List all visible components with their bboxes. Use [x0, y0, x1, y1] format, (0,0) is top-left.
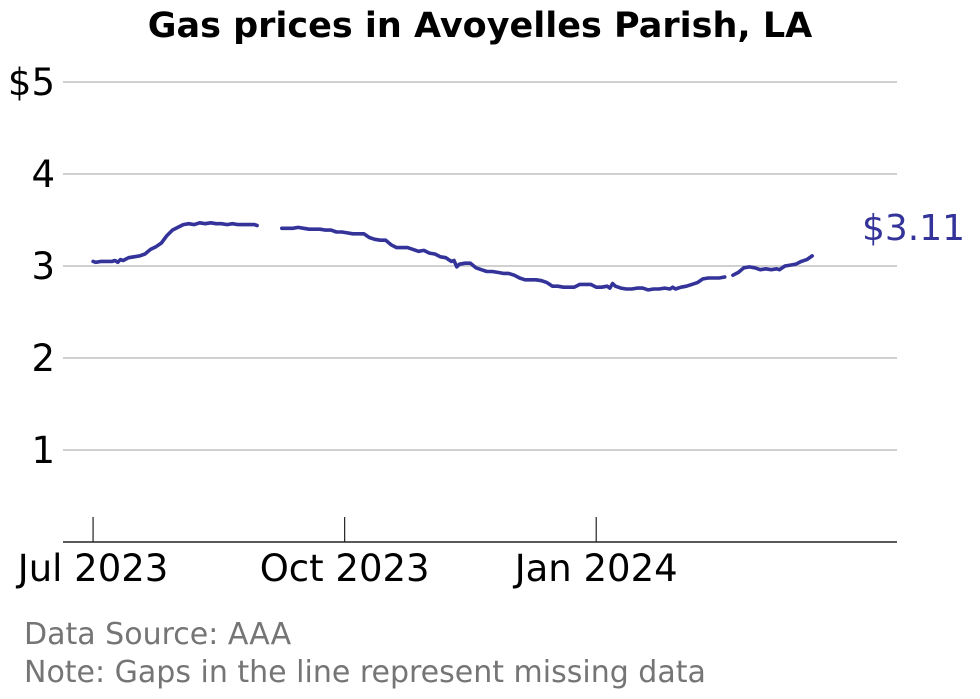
series-segment-1 [280, 225, 727, 292]
y-tick-labels: 1 2 3 4 $5 [8, 61, 55, 472]
series-segment-2 [731, 254, 814, 277]
y-tick-label-2: 2 [31, 337, 55, 380]
y-tick-label-5: $5 [8, 61, 55, 104]
x-tick-label-2: Jan 2024 [513, 547, 678, 590]
missing-data-note: Note: Gaps in the line represent missing… [24, 655, 706, 690]
gridlines [63, 81, 897, 451]
latest-price-label: $3.11 [862, 208, 965, 249]
data-source-note: Data Source: AAA [24, 617, 292, 652]
y-tick-label-1: 1 [31, 429, 55, 472]
x-tick-label-1: Oct 2023 [260, 547, 430, 590]
y-tick-label-3: 3 [31, 245, 55, 288]
chart-title: Gas prices in Avoyelles Parish, LA [148, 6, 813, 46]
x-axis-ticks: Jul 2023 Oct 2023 Jan 2024 [16, 517, 678, 590]
y-tick-label-4: 4 [31, 153, 55, 196]
series-segment-0 [91, 221, 259, 265]
price-series [91, 221, 814, 292]
x-tick-label-0: Jul 2023 [16, 547, 169, 590]
